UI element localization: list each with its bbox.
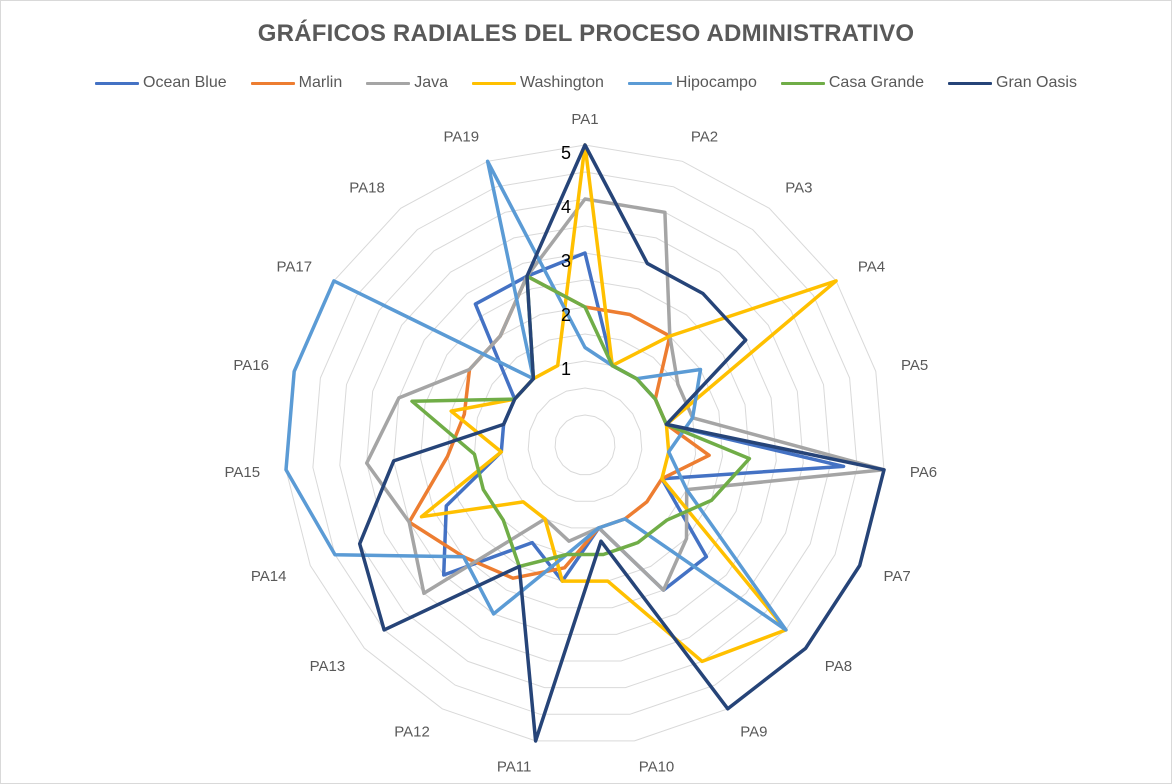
axis-label-pa18: PA18 xyxy=(349,180,385,197)
series-line-washington xyxy=(419,143,838,664)
axis-label-pa17: PA17 xyxy=(277,259,313,276)
legend-swatch xyxy=(780,81,825,85)
tick-label-1: 1 xyxy=(561,359,571,379)
axis-label-pa10: PA10 xyxy=(639,759,675,776)
legend-label: Marlin xyxy=(298,74,343,91)
grid-ring xyxy=(420,279,750,609)
legend-swatch xyxy=(366,81,411,85)
axis-label-pa15: PA15 xyxy=(225,464,261,481)
axis-label-pa12: PA12 xyxy=(394,724,430,741)
legend-item-washington: Washington xyxy=(472,74,604,92)
legend-swatch xyxy=(250,81,295,85)
axis-labels: PA1 PA2 PA3 PA4 PA5 PA6 PA7 PA8 PA9 PA10 PA11 PA12 P… xyxy=(225,111,938,776)
legend-swatch xyxy=(95,81,140,85)
legend-label: Hipocampo xyxy=(675,74,757,91)
grid-ring xyxy=(393,252,777,635)
tick-label-2: 2 xyxy=(561,305,571,325)
series-group xyxy=(284,143,886,743)
series-line-casa-grande xyxy=(410,274,752,569)
legend-swatch xyxy=(472,81,517,85)
legend-label: Casa Grande xyxy=(828,74,925,91)
grid-ring xyxy=(527,387,643,502)
legend-item-hipocampo: Hipocampo xyxy=(627,74,757,92)
axis-label-pa6: PA6 xyxy=(910,464,937,481)
series-line-gran-oasis xyxy=(357,143,886,743)
axis-label-pa8: PA8 xyxy=(825,658,852,675)
tick-labels: 1 2 3 4 5 xyxy=(561,143,571,379)
axis-label-pa19: PA19 xyxy=(444,129,480,146)
series-line-java xyxy=(364,197,886,596)
grid-ring xyxy=(554,414,616,476)
tick-label-5: 5 xyxy=(561,143,571,163)
axis-label-pa11: PA11 xyxy=(497,759,531,776)
legend-label: Gran Oasis xyxy=(996,74,1077,91)
legend-item-gran-oasis: Gran Oasis xyxy=(948,74,1077,92)
legend-label: Java xyxy=(414,74,449,91)
axis-label-pa7: PA7 xyxy=(884,568,911,585)
legend-item-casa-grande: Casa Grande xyxy=(780,74,925,92)
legend-swatch xyxy=(627,81,672,85)
grid-ring xyxy=(339,198,831,689)
axis-label-pa5: PA5 xyxy=(901,357,928,374)
axis-label-pa3: PA3 xyxy=(785,180,812,197)
tick-label-3: 3 xyxy=(561,251,571,271)
axis-label-pa1: PA1 xyxy=(571,111,598,128)
legend-label: Washington xyxy=(520,74,604,91)
axis-label-pa4: PA4 xyxy=(858,259,885,276)
axis-label-pa13: PA13 xyxy=(310,658,346,675)
series-line-hipocampo xyxy=(284,159,788,632)
chart-title: GRÁFICOS RADIALES DEL PROCESO ADMINISTRA… xyxy=(257,20,915,47)
axis-label-pa14: PA14 xyxy=(251,568,287,585)
grid-ring xyxy=(312,171,858,715)
legend-item-java: Java xyxy=(366,74,448,92)
legend-swatch xyxy=(948,81,993,85)
tick-label-4: 4 xyxy=(561,197,571,217)
legend-item-ocean-blue: Ocean Blue xyxy=(95,74,227,92)
axis-label-pa16: PA16 xyxy=(233,357,269,374)
legend-label: Ocean Blue xyxy=(143,74,227,91)
legend: Ocean Blue Marlin Java Washington Hipocampo C… xyxy=(0,74,1172,92)
axis-label-pa9: PA9 xyxy=(740,724,767,741)
axis-label-pa2: PA2 xyxy=(691,129,718,146)
legend-item-marlin: Marlin xyxy=(250,74,343,92)
